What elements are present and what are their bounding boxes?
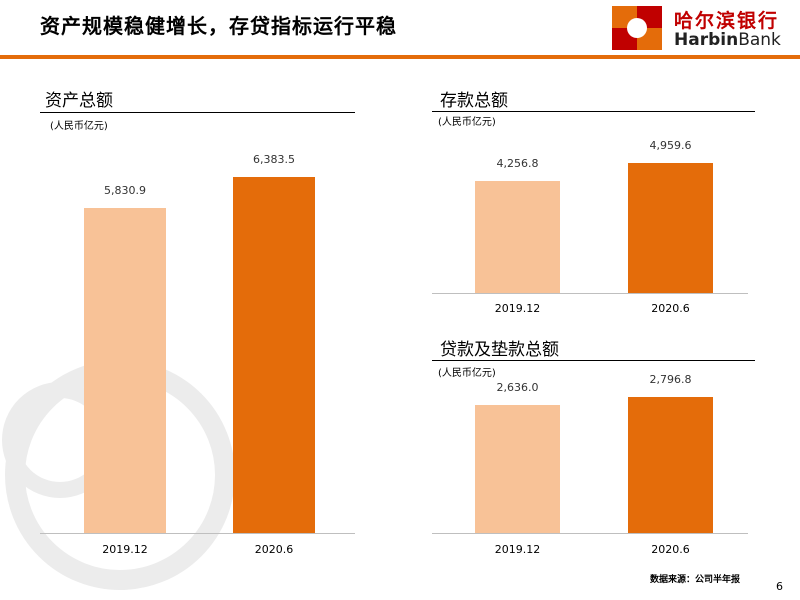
bar-2019.12 xyxy=(475,404,560,533)
value-label: 2,636.0 xyxy=(496,380,539,394)
value-label: 2,796.8 xyxy=(649,373,692,386)
chart-title: 存款总额 xyxy=(440,91,508,111)
value-label: 4,959.6 xyxy=(649,139,692,152)
x-tick-label: 2019.12 xyxy=(102,543,148,556)
x-tick-label: 2019.12 xyxy=(494,302,541,315)
bar-2020.6 xyxy=(628,163,713,293)
chart-title: 贷款及垫款总额 xyxy=(440,340,559,360)
logo-text-cn: 哈尔滨银行 xyxy=(674,10,780,32)
chart-title-underline xyxy=(40,112,355,113)
chart-title-underline xyxy=(432,111,755,112)
value-label: 4,256.8 xyxy=(496,157,539,171)
bar-2019.12 xyxy=(475,181,560,293)
chart-unit: (人民币亿元) xyxy=(50,121,108,132)
bar-2019.12 xyxy=(84,207,166,533)
harbin-bank-logo xyxy=(612,6,662,50)
bar-2020.6 xyxy=(628,397,713,533)
chart-unit: (人民币亿元) xyxy=(438,368,496,379)
chart-unit: (人民币亿元) xyxy=(438,117,496,128)
chart-title: 资产总额 xyxy=(45,91,113,111)
x-tick-label: 2020.6 xyxy=(651,302,690,315)
value-label: 6,383.5 xyxy=(253,153,295,166)
title-divider xyxy=(0,55,800,59)
logo-text-en: HarbinBank xyxy=(674,30,781,50)
chart-title-underline xyxy=(432,360,755,361)
x-axis-line xyxy=(432,533,748,534)
x-tick-label: 2020.6 xyxy=(254,543,294,556)
bar-2020.6 xyxy=(233,177,315,533)
x-axis-line xyxy=(432,293,748,294)
page-number: 6 xyxy=(776,580,783,593)
x-axis-line xyxy=(40,533,355,534)
x-tick-label: 2019.12 xyxy=(494,543,541,556)
page-title: 资产规模稳健增长，存贷指标运行平稳 xyxy=(40,14,397,38)
x-tick-label: 2020.6 xyxy=(651,543,690,556)
data-source: 数据来源：公司半年报 xyxy=(650,575,741,585)
value-label: 5,830.9 xyxy=(104,183,146,197)
